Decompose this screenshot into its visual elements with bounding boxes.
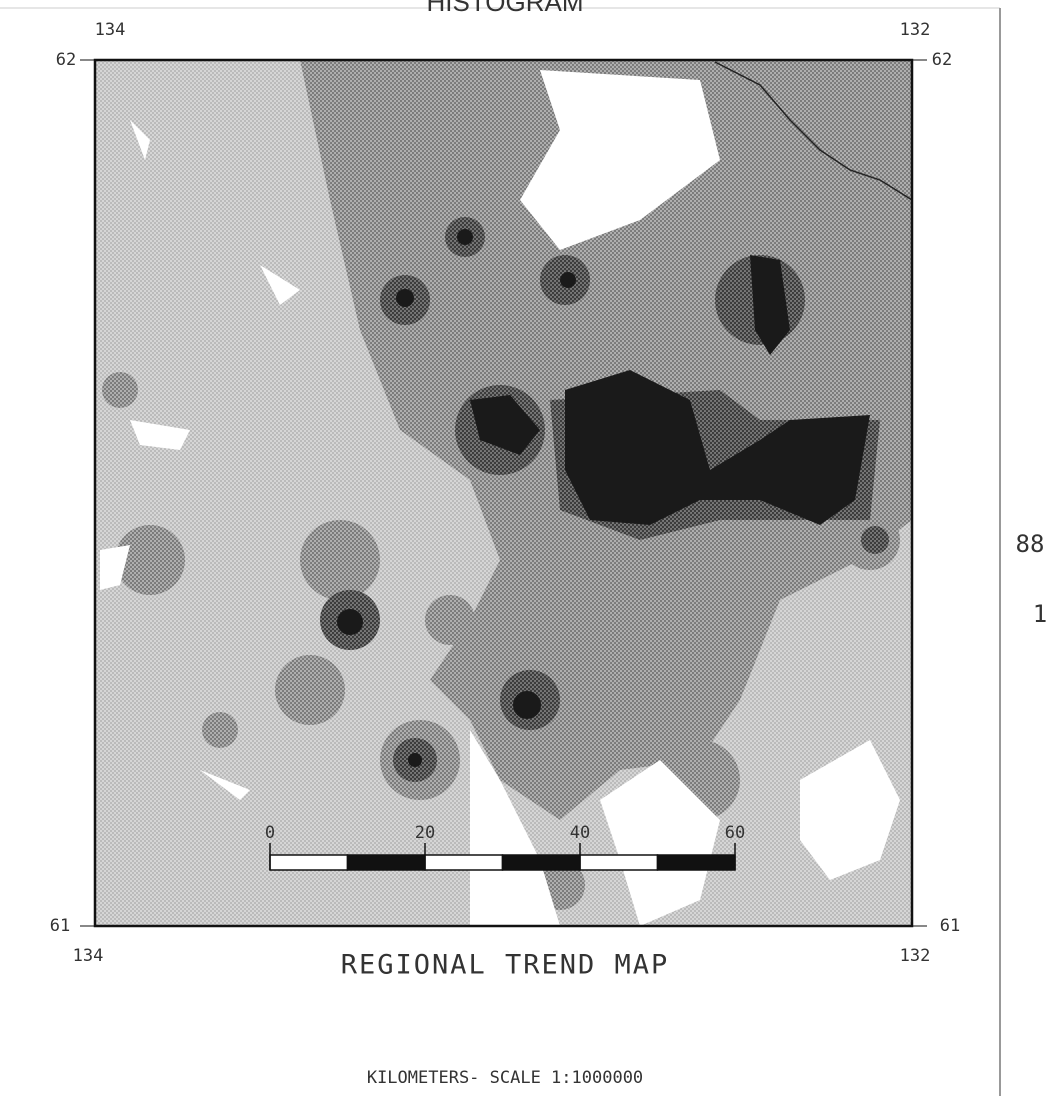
- scale-tick-label: 40: [570, 823, 590, 843]
- scale-caption: KILOMETERS- SCALE 1:1000000: [367, 1068, 643, 1088]
- scale-segment: [346, 854, 426, 871]
- corner-label: 132: [900, 20, 931, 40]
- header-title: HISTOGRAM: [427, 0, 584, 17]
- scale-segment: [656, 854, 736, 871]
- scale-segment: [501, 854, 581, 871]
- corner-label: 62: [932, 50, 952, 70]
- corner-label: 134: [73, 946, 104, 966]
- map-frame: [93, 58, 914, 928]
- scale-tick-label: 0: [265, 823, 275, 843]
- corner-label: 61: [940, 916, 960, 936]
- peak-zone: [337, 229, 870, 767]
- corner-label: 61: [50, 916, 70, 936]
- margin-label: 88: [1016, 530, 1045, 558]
- corner-label: 62: [56, 50, 76, 70]
- scale-segment: [269, 854, 349, 871]
- boundary-line: [714, 61, 913, 201]
- scale-bar: 0 20 40 60: [265, 823, 745, 871]
- scale-tick-label: 20: [415, 823, 435, 843]
- corner-label: 132: [900, 946, 931, 966]
- corner-label: 134: [95, 20, 126, 40]
- scale-tick-label: 60: [725, 823, 745, 843]
- map-field: [95, 60, 913, 926]
- scale-segment: [579, 854, 659, 871]
- low-zone: [100, 70, 900, 926]
- scale-segment: [424, 854, 504, 871]
- margin-label: 1: [1033, 600, 1047, 628]
- map-title: REGIONAL TREND MAP: [341, 950, 670, 981]
